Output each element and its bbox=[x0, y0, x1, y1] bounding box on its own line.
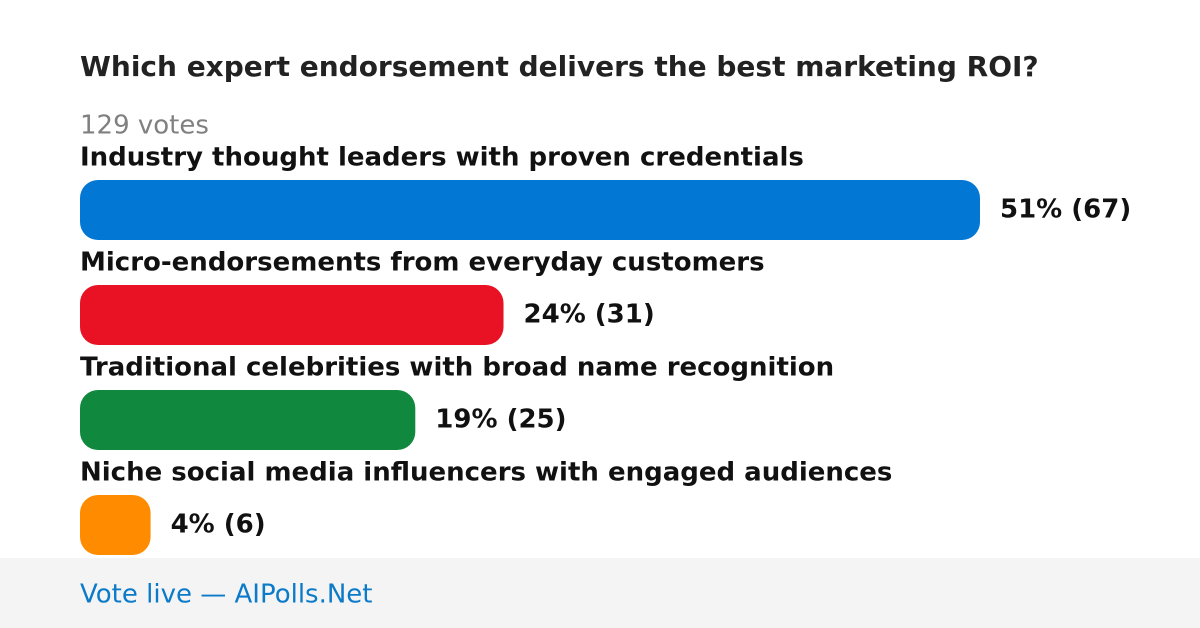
bar bbox=[80, 285, 504, 345]
option-label: Industry thought leaders with proven cre… bbox=[80, 143, 804, 173]
bar bbox=[80, 390, 416, 450]
option-label: Niche social media influencers with enga… bbox=[80, 458, 892, 488]
vote-count: 129 votes bbox=[80, 111, 209, 141]
value-label: 4% (6) bbox=[171, 510, 266, 540]
option-label: Traditional celebrities with broad name … bbox=[80, 353, 834, 383]
bar bbox=[80, 495, 151, 555]
footer-band bbox=[0, 558, 1200, 628]
value-label: 24% (31) bbox=[524, 300, 655, 330]
footer-link[interactable]: Vote live — AIPolls.Net bbox=[80, 580, 373, 610]
option-label: Micro-endorsements from everyday custome… bbox=[80, 248, 765, 278]
bar bbox=[80, 180, 980, 240]
value-label: 19% (25) bbox=[435, 405, 566, 435]
value-label: 51% (67) bbox=[1000, 195, 1131, 225]
chart-title: Which expert endorsement delivers the be… bbox=[80, 50, 1039, 83]
